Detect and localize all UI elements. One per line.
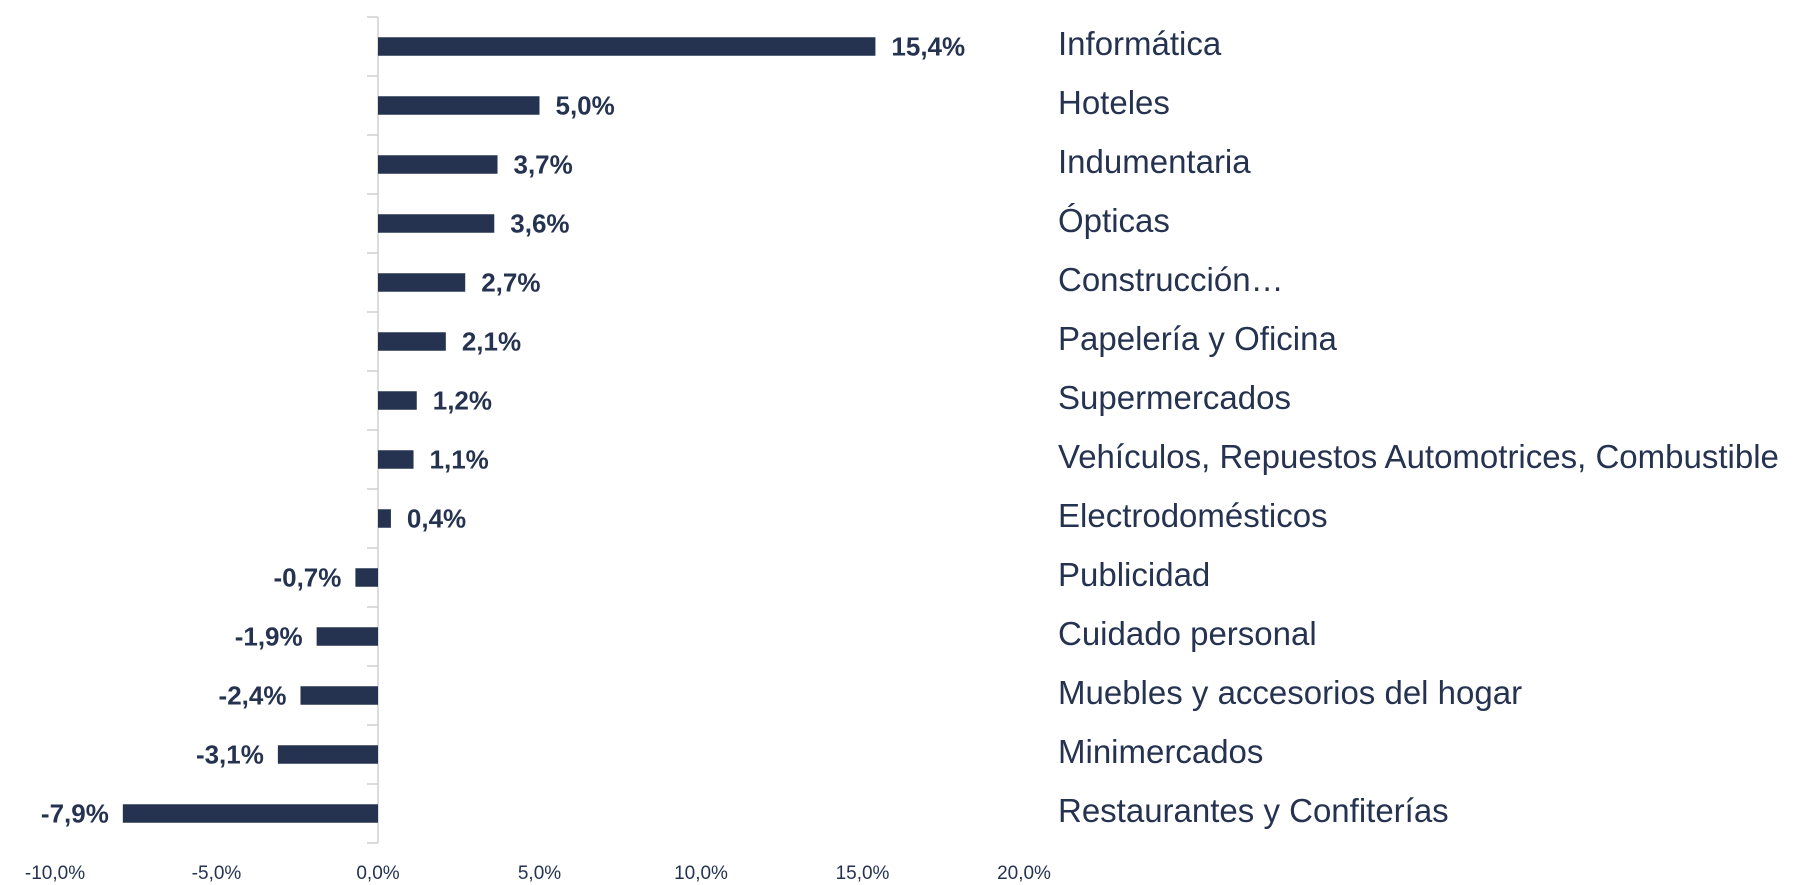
category-label: Hoteles (1058, 84, 1170, 121)
bar (300, 686, 378, 705)
x-tick-label: -10,0% (25, 863, 85, 884)
value-label: -2,4% (219, 680, 287, 710)
bar (378, 273, 466, 292)
bar (355, 568, 378, 587)
category-label: Supermercados (1058, 379, 1291, 416)
bar (316, 627, 378, 646)
x-tick-label: 5,0% (518, 863, 561, 884)
category-label: Indumentaria (1058, 143, 1251, 180)
category-label: Muebles y accesorios del hogar (1058, 674, 1522, 711)
value-label: 1,2% (433, 385, 492, 415)
category-label: Minimercados (1058, 733, 1263, 770)
x-tick-label: -5,0% (192, 863, 242, 884)
bar (378, 450, 414, 469)
value-label: 3,6% (510, 208, 569, 238)
value-label: -0,7% (273, 562, 341, 592)
category-label: Vehículos, Repuestos Automotrices, Combu… (1058, 438, 1779, 475)
bar (122, 804, 378, 823)
category-label: Restaurantes y Confiterías (1058, 792, 1449, 829)
x-tick-label: 10,0% (674, 863, 728, 884)
value-label: 0,4% (407, 503, 466, 533)
value-label: 2,7% (481, 267, 540, 297)
bar (277, 745, 378, 764)
bar (378, 96, 540, 115)
x-tick-label: 0,0% (356, 863, 399, 884)
value-label: 3,7% (514, 149, 573, 179)
category-label: Cuidado personal (1058, 615, 1317, 652)
value-label: -7,9% (41, 798, 109, 828)
bar (378, 332, 446, 351)
value-label: 1,1% (430, 444, 489, 474)
bar (378, 155, 498, 174)
category-label: Papelería y Oficina (1058, 320, 1337, 357)
category-label: Ópticas (1058, 202, 1170, 239)
x-tick-label: 15,0% (836, 863, 890, 884)
value-label: -1,9% (235, 621, 303, 651)
bar (378, 37, 876, 56)
category-label: Construcción… (1058, 261, 1284, 298)
value-label: 2,1% (462, 326, 521, 356)
bar (378, 509, 391, 528)
category-label: Publicidad (1058, 556, 1210, 593)
category-label: Electrodomésticos (1058, 497, 1328, 534)
bar (378, 214, 495, 233)
value-label: -3,1% (196, 739, 264, 769)
x-tick-label: 20,0% (997, 863, 1051, 884)
value-label: 15,4% (891, 31, 965, 61)
bar (378, 391, 417, 410)
value-label: 5,0% (556, 90, 615, 120)
category-label: Informática (1058, 25, 1222, 62)
